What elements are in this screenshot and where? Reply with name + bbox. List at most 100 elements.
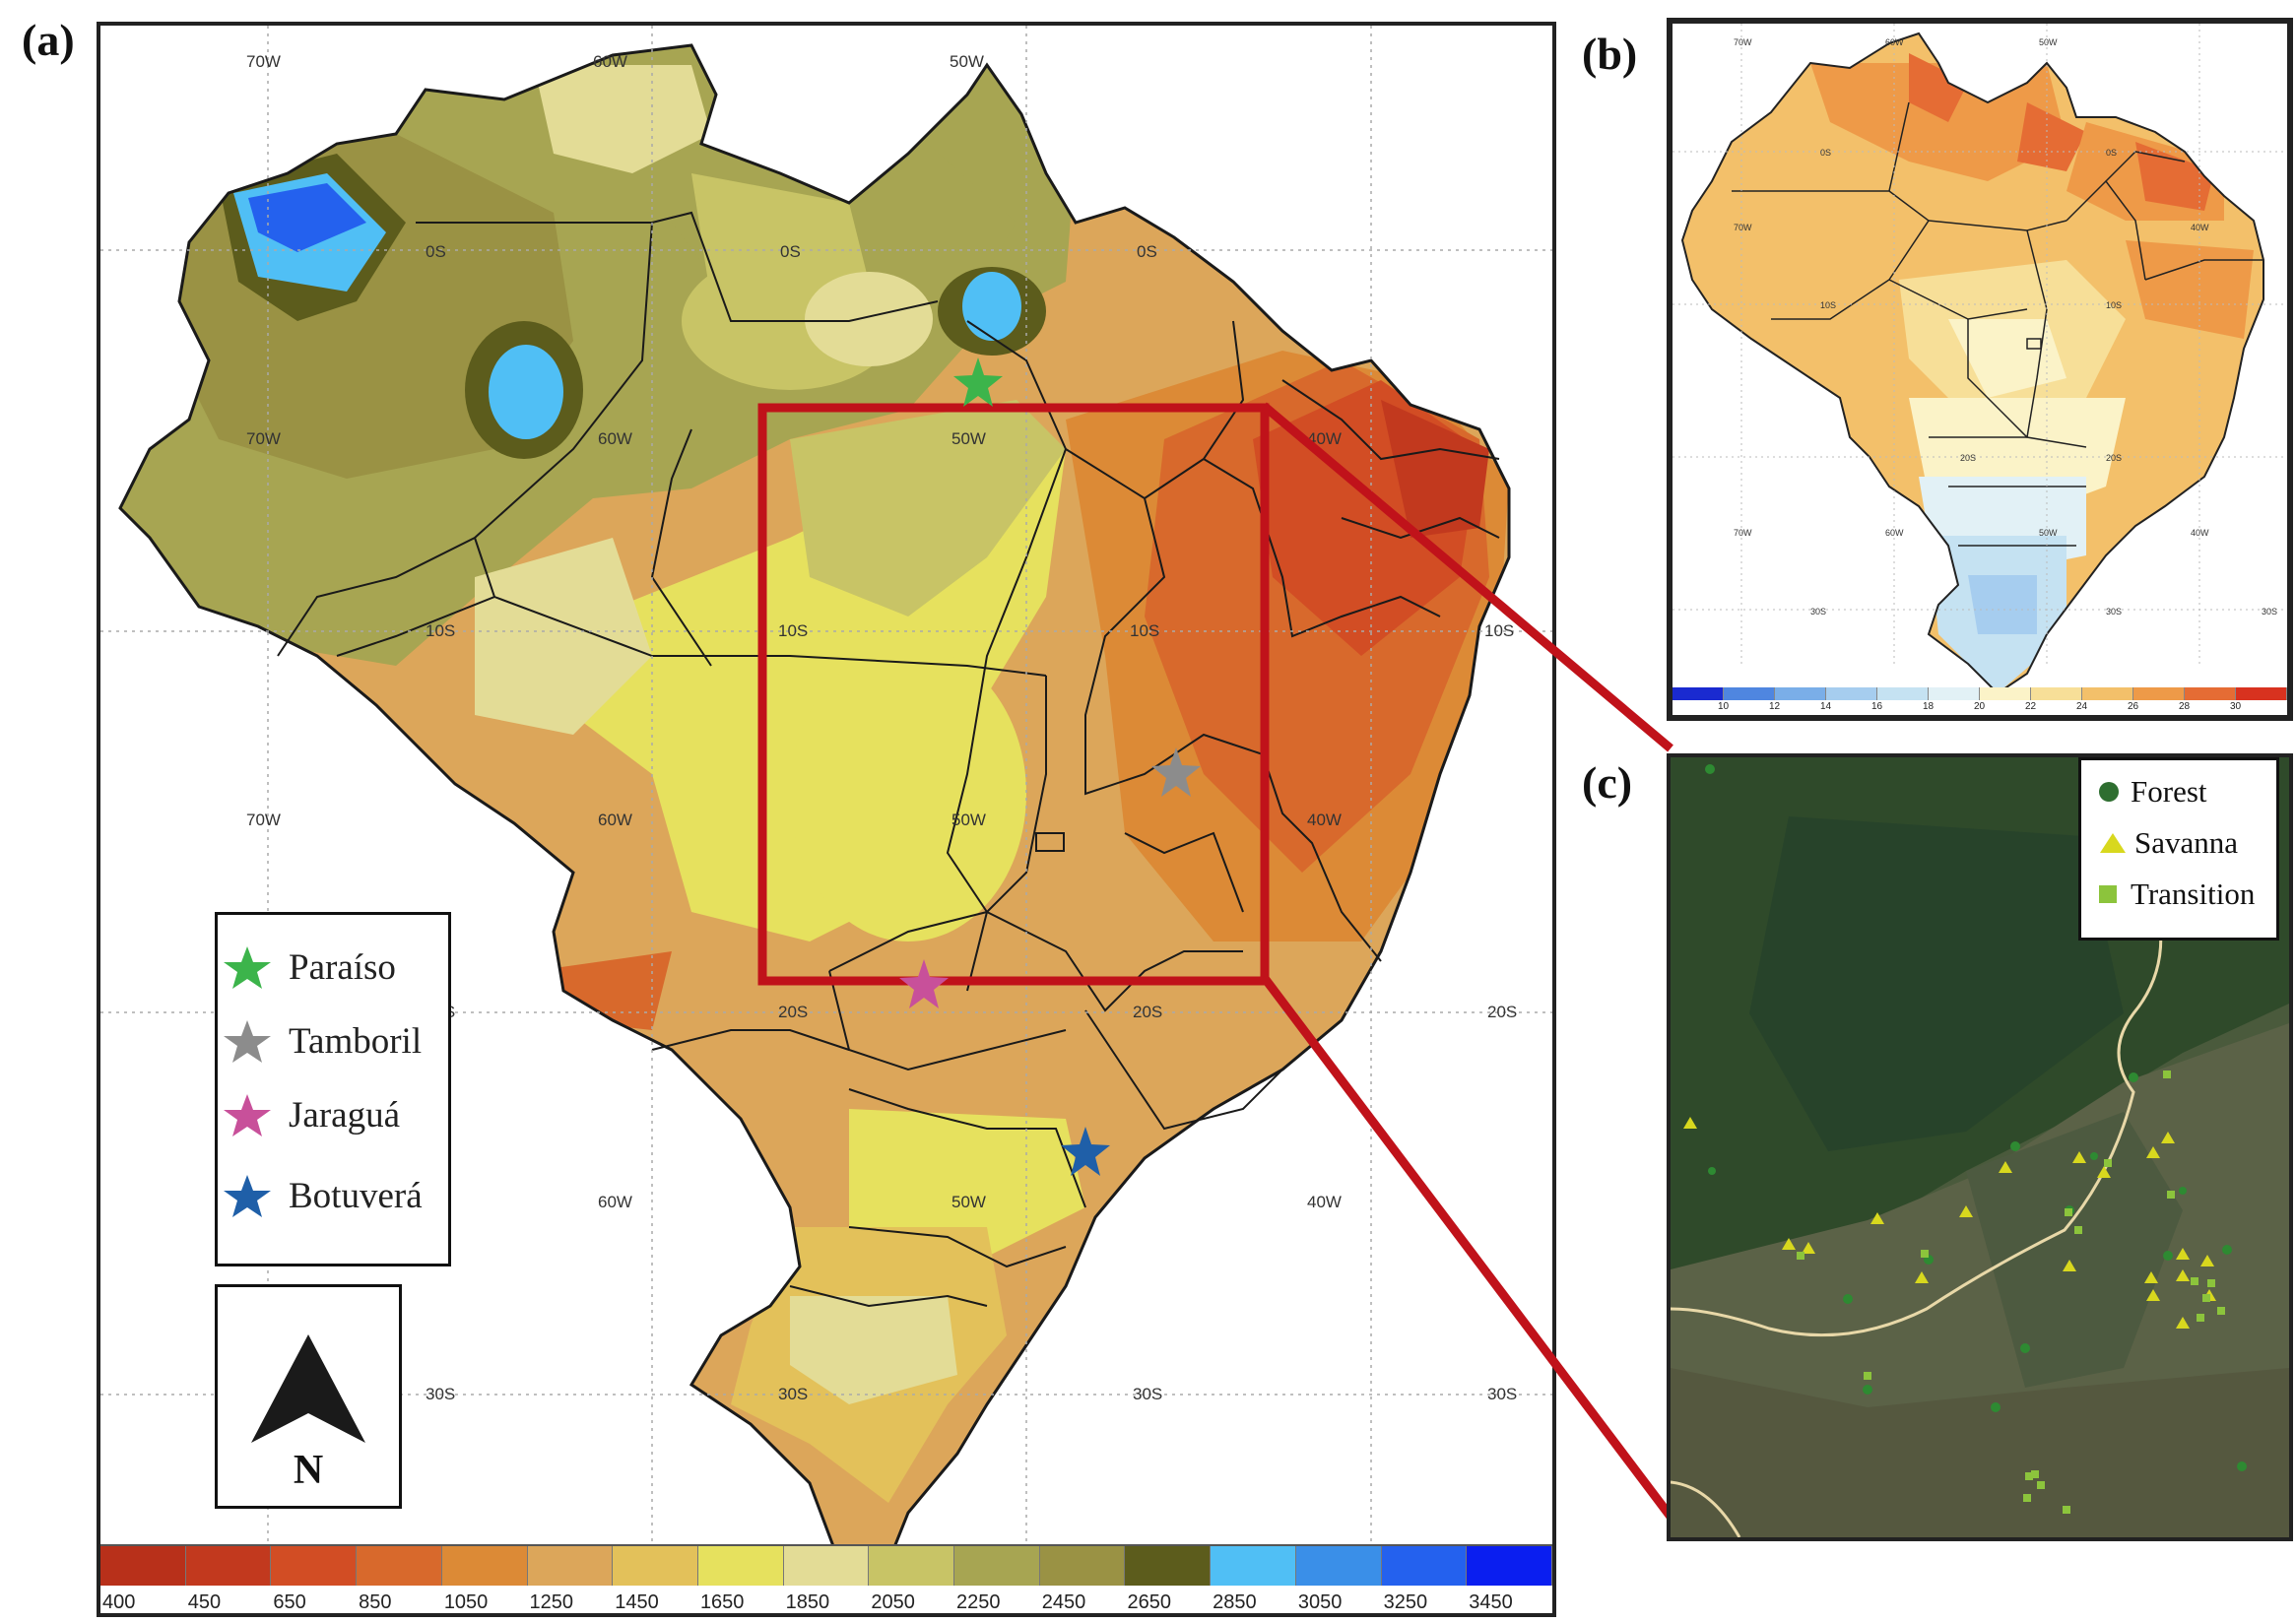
colorbar-b-cell (1724, 687, 1775, 700)
colorbar-a-cell (441, 1546, 528, 1586)
site-stars (899, 357, 1201, 1176)
map-b-state-borders (1680, 32, 2264, 695)
lat-r3-4: 10S (1484, 621, 1514, 640)
svg-text:0S: 0S (2106, 148, 2117, 158)
lon-top-3: 50W (950, 52, 984, 71)
map-a-frame: 70W 60W 50W 0S 0S 0S 70W 60W 50W 40W 10S… (97, 22, 1556, 1617)
svg-text:20S: 20S (1960, 453, 1976, 463)
lat-r3-3: 10S (1130, 621, 1159, 640)
svg-text:10S: 10S (1820, 300, 1836, 310)
colorbar-b-label: 28 (2179, 701, 2191, 712)
colorbar-a-label: 2450 (1041, 1591, 1086, 1613)
svg-text:70W: 70W (1734, 528, 1752, 538)
colorbar-b-cell (2031, 687, 2082, 700)
star-icon (224, 946, 271, 989)
lat-r1-2: 0S (780, 242, 801, 261)
colorbar-a-cell (1125, 1546, 1212, 1586)
svg-text:30S: 30S (2106, 607, 2122, 617)
colorbar-b-cell (2236, 687, 2287, 700)
colorbar-a: 400 450 650 850 1050 1250 1450 1650 1850 2050 2250… (100, 1544, 1552, 1613)
lon-top-1: 70W (246, 52, 281, 71)
colorbar-b-cell (1929, 687, 1980, 700)
lat-r5-2: 20S (778, 1003, 808, 1021)
colorbar-b-cell (1877, 687, 1929, 700)
colorbar-a-label: 1850 (785, 1591, 830, 1613)
colorbar-b-label: 26 (2128, 701, 2139, 712)
legend-row-transition: Transition (2099, 876, 2255, 912)
panel-label-a: (a) (22, 15, 75, 65)
vegetation-legend: Forest Savanna Transition (2078, 757, 2279, 941)
colorbar-b-label: 20 (1974, 701, 1986, 712)
legend-row-savanna: Savanna (2099, 825, 2238, 861)
map-c-frame: Forest Savanna Transition (1667, 753, 2293, 1541)
svg-text:50W: 50W (2039, 37, 2058, 47)
satellite-image (1671, 757, 2289, 1537)
colorbar-b-label: 18 (1923, 701, 1935, 712)
lon-r6-3: 40W (1307, 1193, 1342, 1211)
legend-row-botuvera: Botuverá (218, 1173, 423, 1218)
legend-label-forest: Forest (2131, 774, 2207, 809)
lat-r3-1: 10S (426, 621, 455, 640)
svg-text:70W: 70W (1734, 223, 1752, 232)
colorbar-b-label: 24 (2076, 701, 2088, 712)
star-icon (224, 1020, 271, 1063)
colorbar-a-label: 2050 (871, 1591, 915, 1613)
svg-text:10S: 10S (2106, 300, 2122, 310)
svg-text:60W: 60W (1885, 37, 1904, 47)
star-jaragua (899, 959, 949, 1008)
star-botuvera (1061, 1127, 1110, 1176)
legend-label-jaragua: Jaraguá (289, 1094, 400, 1136)
colorbar-a-cell (1211, 1546, 1296, 1586)
lat-r5-3: 20S (1133, 1003, 1162, 1021)
lon-r4-2: 60W (598, 811, 632, 829)
square-icon (2099, 885, 2117, 903)
lon-r2-3: 50W (951, 429, 986, 448)
legend-row-forest: Forest (2099, 774, 2207, 810)
colorbar-b-cell (1673, 687, 1724, 700)
colorbar-a-label: 3050 (1297, 1591, 1343, 1613)
legend-label-savanna: Savanna (2134, 825, 2239, 860)
north-arrow-icon (251, 1334, 365, 1443)
north-arrow-box: N (215, 1284, 402, 1509)
colorbar-a-label: 2650 (1127, 1591, 1171, 1613)
colorbar-b-cell (1980, 687, 2031, 700)
sites-legend: Paraíso Tamboril Jaraguá Botuverá (215, 912, 451, 1266)
north-label: N (293, 1448, 324, 1493)
lat-r7-4: 30S (1487, 1385, 1517, 1403)
colorbar-a-label: 3250 (1383, 1591, 1428, 1613)
colorbar-a-cell (869, 1546, 955, 1586)
colorbar-b-cell (2133, 687, 2185, 700)
site-markers (1683, 764, 2247, 1514)
map-b-graticule (1673, 24, 2287, 664)
colorbar-a-cell (527, 1546, 614, 1586)
lat-r7-3: 30S (1133, 1385, 1162, 1403)
colorbar-a-cell (100, 1546, 186, 1586)
lon-r2-1: 70W (246, 429, 281, 448)
svg-text:30S: 30S (2262, 607, 2277, 617)
colorbar-b-label: 22 (2025, 701, 2037, 712)
colorbar-a-label: 650 (273, 1591, 306, 1613)
lon-r4-4: 40W (1307, 811, 1342, 829)
lon-r4-1: 70W (246, 811, 281, 829)
svg-text:60W: 60W (1885, 528, 1904, 538)
colorbar-a-label: 1250 (529, 1591, 574, 1613)
svg-text:20S: 20S (2106, 453, 2122, 463)
lat-r7-2: 30S (778, 1385, 808, 1403)
lon-r6-1: 60W (598, 1193, 632, 1211)
colorbar-b-cell (1775, 687, 1826, 700)
colorbar-a-label: 850 (359, 1591, 392, 1613)
colorbar-a-label: 1450 (615, 1591, 659, 1613)
colorbar-a-label: 1050 (443, 1591, 489, 1613)
map-b-svg: 70W 60W 50W 0S 0S 10S 10S 70W 40W 20S 20… (1673, 24, 2287, 695)
panel-label-b: (b) (1582, 29, 1638, 79)
panel-label-c: (c) (1582, 757, 1633, 808)
svg-text:30S: 30S (1810, 607, 1826, 617)
lat-r1-3: 0S (1137, 242, 1157, 261)
star-icon (224, 1175, 271, 1217)
colorbar-a-cell (1381, 1546, 1468, 1586)
colorbar-a-label: 3450 (1469, 1591, 1513, 1613)
colorbar-a-cell (1467, 1546, 1552, 1586)
star-icon (224, 1094, 271, 1136)
colorbar-b: 10 12 14 16 18 20 22 24 26 28 30 (1673, 687, 2287, 715)
colorbar-a-cell (783, 1546, 870, 1586)
